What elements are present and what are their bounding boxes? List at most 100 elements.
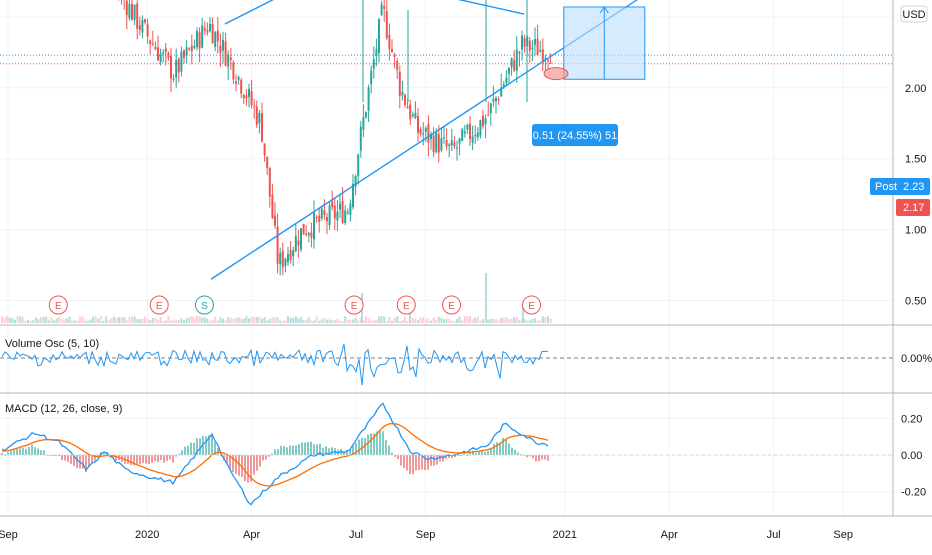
volume-bar [27, 319, 29, 323]
macd-histogram-bar [346, 449, 348, 455]
marker-label: E [156, 301, 163, 312]
candle-body [430, 134, 432, 140]
volume-bar [474, 317, 477, 323]
candle-body [307, 233, 310, 236]
candle-body [284, 258, 287, 266]
volume-bar [339, 320, 341, 323]
volume-bar [302, 320, 305, 323]
candle-body [320, 208, 323, 219]
macd-histogram-bar [31, 444, 33, 455]
volume-bar [406, 320, 409, 323]
volume-bar [229, 317, 232, 323]
volume-bar [427, 318, 430, 323]
macd-histogram-bar [154, 455, 156, 462]
volume-bar [112, 316, 115, 323]
volume-bar [424, 319, 427, 323]
volume-bar [97, 318, 100, 323]
volume-bar [513, 316, 516, 323]
macd-histogram-bar [406, 455, 408, 471]
volume-bar [63, 318, 66, 323]
macd-histogram-bar [373, 433, 375, 455]
volume-bar [370, 320, 373, 323]
macd-histogram-bar [283, 446, 285, 455]
macd-histogram-bar [172, 455, 174, 463]
candle-body [245, 95, 248, 99]
candle-body [396, 60, 399, 71]
volume-bar [274, 317, 276, 323]
volume-osc-pane[interactable] [0, 343, 893, 386]
candle-body [315, 216, 318, 218]
candle-body [222, 39, 224, 51]
macd-histogram-bar [166, 455, 168, 461]
macd-histogram-bar [133, 455, 135, 466]
volume-bar [180, 318, 183, 323]
macd-pane[interactable] [0, 402, 893, 506]
volume-bar [66, 318, 68, 323]
candle-body [448, 144, 451, 147]
candle-body [398, 71, 401, 96]
macd-histogram-bar [412, 455, 414, 475]
candle-body [534, 38, 536, 45]
macd-title[interactable]: MACD (12, 26, close, 9) [5, 403, 122, 415]
macd-histogram-bar [70, 455, 72, 464]
candle-body [437, 134, 440, 153]
candle-body [157, 47, 159, 61]
volume-bar [79, 316, 81, 323]
volume-bar [157, 319, 159, 323]
volume-bar [219, 317, 222, 323]
volume-bar [393, 317, 396, 323]
candle-body [435, 132, 438, 152]
macd-histogram-bar [19, 448, 21, 455]
volume-bar [284, 320, 287, 323]
macd-histogram-bar [496, 442, 498, 455]
volume-bar [466, 316, 469, 323]
volume-osc-title[interactable]: Volume Osc (5, 10) [5, 338, 99, 350]
macd-histogram-bar [451, 455, 453, 458]
volume-bar [144, 316, 146, 323]
volume-bar [482, 319, 484, 323]
measure-label-box[interactable]: 0.51 (24.55%) 51 [532, 124, 618, 146]
volume-bar [154, 318, 157, 323]
volume-bar [310, 320, 313, 323]
volume-bar [34, 317, 37, 323]
candle-body [183, 50, 185, 58]
currency-label: USD [902, 9, 925, 21]
candle-body [482, 116, 484, 127]
volume-bar [510, 318, 513, 323]
macd-tick-label: 0.00 [901, 450, 922, 462]
macd-histogram-bar [145, 455, 147, 464]
volume-bar [86, 320, 89, 323]
candle-body [211, 23, 214, 44]
volume-bar [196, 316, 198, 323]
volume-bar [375, 320, 378, 323]
volume-bar [102, 320, 105, 323]
candle-body [370, 70, 373, 85]
candle-body [528, 40, 531, 51]
macd-histogram-bar [547, 455, 549, 461]
macd-histogram-bar [307, 441, 309, 455]
volume-bar [315, 316, 318, 323]
macd-histogram-bar [376, 431, 378, 455]
drawings-overlay[interactable] [210, 0, 719, 280]
volume-bar [396, 316, 399, 323]
volume-bar [357, 320, 360, 323]
volume-bar [531, 319, 534, 323]
volume-bar [99, 316, 102, 323]
currency-box[interactable] [900, 5, 928, 23]
volume-bar [362, 320, 365, 323]
axes: Sep2020AprJulSep2021AprJulSep4.003.503.0… [0, 0, 932, 541]
macd-histogram-bar [160, 455, 162, 460]
volume-bar [318, 320, 321, 323]
volume-bar [73, 320, 76, 323]
macd-histogram-bar [298, 444, 300, 455]
candle-body [235, 81, 237, 84]
volume-bar [141, 318, 144, 323]
macd-histogram-bar [184, 446, 186, 455]
volume-bar [242, 318, 245, 323]
candle-body [515, 49, 518, 71]
macd-histogram-bar [58, 455, 60, 456]
macd-histogram-bar [436, 455, 438, 465]
candle-body [344, 210, 347, 224]
